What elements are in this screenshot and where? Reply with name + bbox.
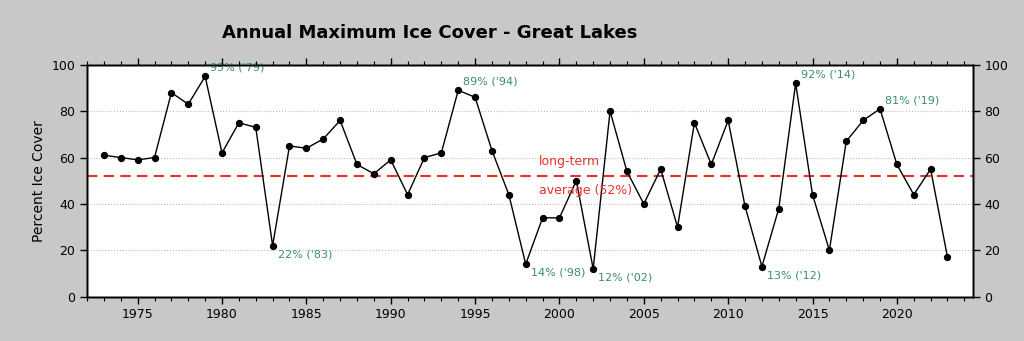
Point	[467, 94, 483, 100]
Point	[585, 266, 601, 271]
Point	[95, 152, 112, 158]
Point	[636, 201, 652, 207]
Point	[754, 264, 770, 269]
Point	[450, 88, 466, 93]
Point	[180, 102, 197, 107]
Text: 89% ('94): 89% ('94)	[463, 77, 518, 87]
Point	[315, 136, 332, 142]
Text: 12% ('02): 12% ('02)	[598, 272, 652, 282]
Point	[517, 262, 534, 267]
Text: long-term: long-term	[540, 155, 600, 168]
Point	[771, 206, 787, 211]
Point	[703, 162, 720, 167]
Point	[720, 118, 736, 123]
Point	[535, 215, 551, 221]
Point	[855, 118, 871, 123]
Point	[349, 162, 366, 167]
Point	[871, 106, 888, 112]
Point	[602, 108, 618, 114]
Point	[282, 143, 298, 149]
Text: 22% ('83): 22% ('83)	[278, 249, 332, 259]
Point	[551, 215, 567, 221]
Point	[264, 243, 281, 248]
Point	[889, 162, 905, 167]
Point	[483, 148, 500, 153]
Point	[787, 80, 804, 86]
Point	[433, 150, 450, 155]
Point	[737, 204, 754, 209]
Text: 81% ('19): 81% ('19)	[885, 95, 939, 105]
Point	[417, 155, 433, 160]
Point	[129, 157, 145, 163]
Point	[652, 166, 669, 172]
Point	[399, 192, 416, 197]
Text: 14% ('98): 14% ('98)	[530, 268, 585, 278]
Point	[383, 157, 399, 163]
Point	[568, 178, 585, 183]
Y-axis label: Percent Ice Cover: Percent Ice Cover	[32, 120, 46, 242]
Text: average (52%): average (52%)	[540, 184, 633, 197]
Point	[146, 155, 163, 160]
Point	[905, 192, 922, 197]
Point	[214, 150, 230, 155]
Point	[197, 74, 213, 79]
Point	[821, 248, 838, 253]
Point	[230, 120, 247, 125]
Point	[939, 254, 955, 260]
Point	[332, 118, 348, 123]
Point	[298, 146, 314, 151]
Point	[686, 120, 702, 125]
Point	[248, 125, 264, 130]
Point	[366, 171, 382, 177]
Point	[501, 192, 517, 197]
Point	[618, 169, 635, 174]
Point	[113, 155, 129, 160]
Point	[923, 166, 939, 172]
Point	[163, 90, 179, 95]
Text: 92% ('14): 92% ('14)	[801, 70, 855, 80]
Text: 95% ('79): 95% ('79)	[210, 63, 264, 73]
Point	[670, 224, 686, 230]
Point	[838, 138, 854, 144]
Text: 13% ('12): 13% ('12)	[767, 270, 821, 280]
Point	[804, 192, 820, 197]
Text: Annual Maximum Ice Cover - Great Lakes: Annual Maximum Ice Cover - Great Lakes	[222, 24, 638, 42]
